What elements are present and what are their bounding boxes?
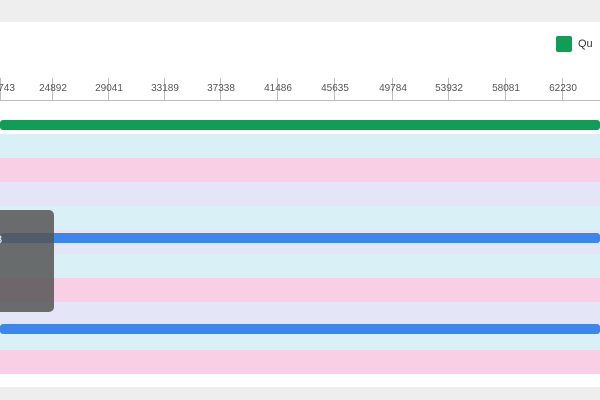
- legend-label: Qu: [578, 38, 593, 50]
- axis-tick: 20743: [0, 78, 15, 100]
- tick-label: 45635: [321, 83, 349, 94]
- tick-label: 41486: [264, 83, 292, 94]
- axis-tick: 49784: [379, 78, 407, 100]
- row-band-cyan: [0, 206, 600, 230]
- axis-tick: 58081: [492, 78, 520, 100]
- timeline-chart-panel: Qu 20743 24892 29041 33189 37338 41486 4…: [0, 22, 600, 387]
- tick-label: 29041: [95, 83, 123, 94]
- legend[interactable]: Qu: [556, 36, 593, 52]
- tick-label: 53932: [435, 83, 463, 94]
- row-band-lavender: [0, 302, 600, 326]
- row-band-cyan: [0, 134, 600, 158]
- row-band-lavender: [0, 182, 600, 206]
- tooltip: 3: [0, 210, 54, 312]
- axis-tick: 33189: [151, 78, 179, 100]
- timeline-bar-blue[interactable]: [0, 324, 600, 334]
- legend-swatch: [556, 36, 572, 52]
- axis-tick: 62230: [549, 78, 577, 100]
- tooltip-text: 3: [0, 234, 2, 246]
- axis-tick: 41486: [264, 78, 292, 100]
- axis-tick: 29041: [95, 78, 123, 100]
- tick-label: 62230: [549, 83, 577, 94]
- timeline-bar-blue[interactable]: [0, 233, 600, 243]
- axis-tick: 45635: [321, 78, 349, 100]
- x-axis: 20743 24892 29041 33189 37338 41486 4563…: [0, 78, 600, 101]
- tick-label: 49784: [379, 83, 407, 94]
- row-band-cyan: [0, 254, 600, 278]
- tick-label: 24892: [39, 83, 67, 94]
- row-band-pink: [0, 158, 600, 182]
- tick-label: 37338: [207, 83, 235, 94]
- tick-label: 58081: [492, 83, 520, 94]
- tick-label: 20743: [0, 83, 15, 94]
- row-band-pink: [0, 278, 600, 302]
- axis-tick: 53932: [435, 78, 463, 100]
- timeline-bar-green[interactable]: [0, 120, 600, 130]
- tick-label: 33189: [151, 83, 179, 94]
- axis-tick: 24892: [39, 78, 67, 100]
- axis-tick: 37338: [207, 78, 235, 100]
- row-band-pink: [0, 350, 600, 374]
